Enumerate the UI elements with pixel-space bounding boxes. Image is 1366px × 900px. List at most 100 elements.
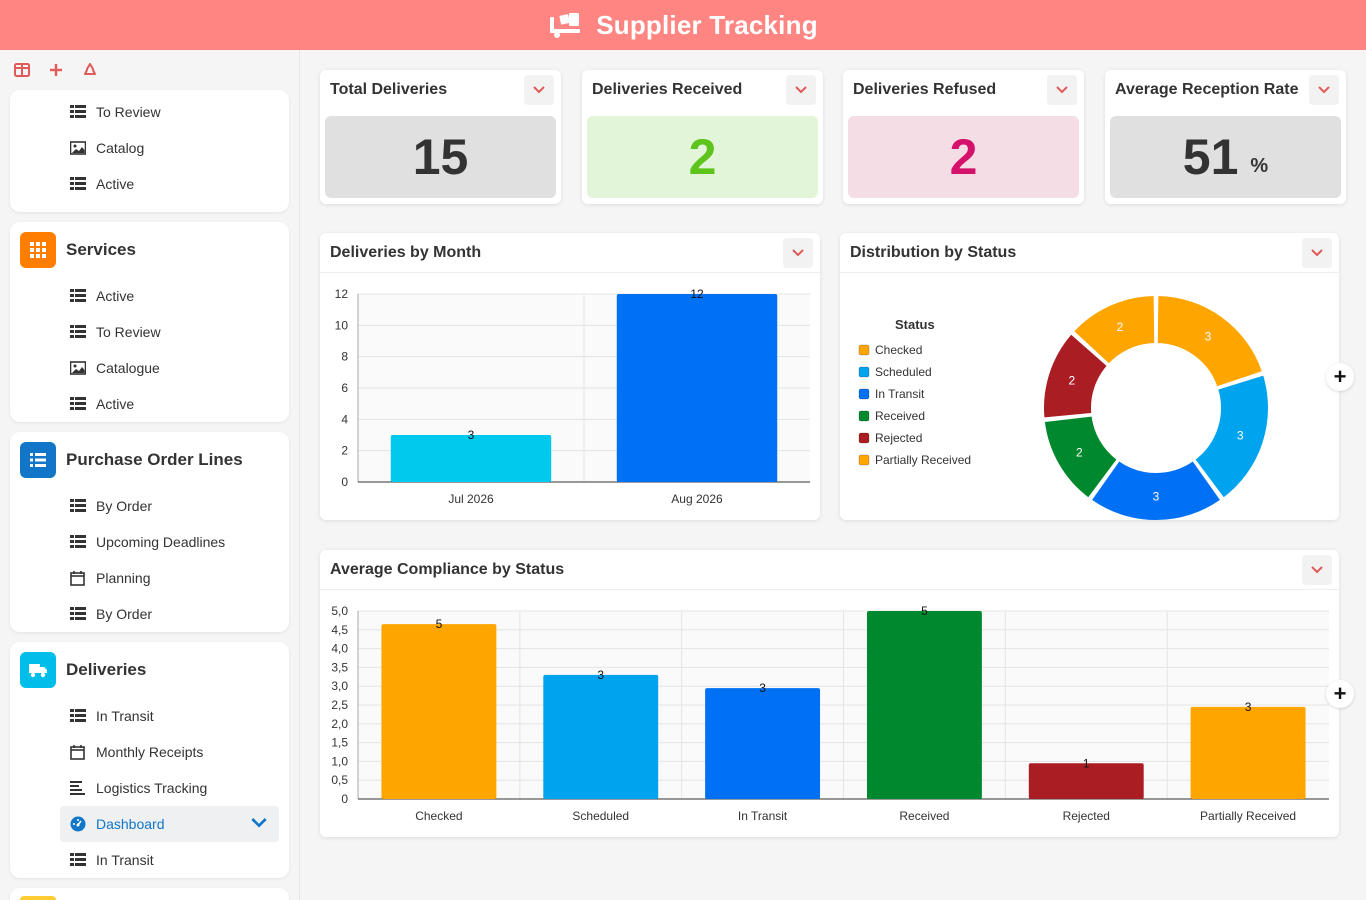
- y-tick-label: 8: [341, 350, 348, 364]
- sidebar-section-deliveries[interactable]: Deliveries: [10, 642, 289, 698]
- kpi-value: 15: [412, 129, 469, 185]
- grid-icon: [20, 232, 56, 268]
- add-icon[interactable]: [46, 60, 66, 80]
- kpi-value: 2: [949, 129, 978, 185]
- data-label: 3: [597, 668, 604, 682]
- sidebar-card-next: [10, 888, 289, 900]
- average-compliance-chart: 0 0,5 1,0 1,5 2,0 2,5 3,0 3,5 4,0 4,5 5,0 5 Checked 3…: [331, 604, 1329, 823]
- legend-swatch: [858, 344, 870, 356]
- panel-title: Distribution by Status: [850, 243, 1017, 261]
- y-tick-label: 4: [341, 412, 348, 426]
- y-tick-label: 3,5: [331, 660, 348, 674]
- section-badge-peek: [20, 896, 56, 900]
- sidebar-item-in-transit[interactable]: In Transit: [10, 698, 289, 734]
- sidebar-item-label: By Order: [96, 498, 153, 514]
- sidebar-item-upcoming-deadlines[interactable]: Upcoming Deadlines: [10, 524, 289, 560]
- legend-label: Partially Received: [875, 453, 971, 467]
- y-tick-label: 0: [341, 792, 348, 806]
- donut-slice: [1155, 293, 1265, 389]
- sidebar-item-catalog[interactable]: Catalog: [10, 130, 289, 166]
- sidebar-item-by-order[interactable]: By Order: [10, 596, 289, 632]
- sidebar-item-active[interactable]: Active: [10, 278, 289, 314]
- donut-slice: [1042, 331, 1110, 420]
- add-widget-button[interactable]: +: [1326, 680, 1354, 708]
- sidebar-section-title: Services: [66, 240, 136, 259]
- kpi-title: Total Deliveries: [330, 81, 448, 98]
- chevron-down-icon[interactable]: [1302, 554, 1332, 585]
- legend-swatch: [858, 410, 870, 422]
- calendar-icon: [70, 571, 85, 586]
- legend-swatch: [858, 454, 870, 466]
- y-tick-label: 5,0: [331, 604, 348, 618]
- layout-icon[interactable]: [12, 60, 32, 80]
- chevron-down-icon[interactable]: [786, 75, 816, 105]
- sidebar-item-label: Logistics Tracking: [96, 780, 208, 796]
- sidebar-item-label: In Transit: [96, 852, 154, 868]
- sidebar-item-to-review[interactable]: To Review: [10, 94, 289, 130]
- sidebar-item-active[interactable]: Active: [10, 386, 289, 422]
- bar: [381, 624, 497, 799]
- sidebar-item-to-review[interactable]: To Review: [10, 314, 289, 350]
- y-tick-label: 2,0: [331, 717, 348, 731]
- app-title: Supplier Tracking: [596, 9, 818, 40]
- sidebar-item-catalogue[interactable]: Catalogue: [10, 350, 289, 386]
- x-tick-label: Received: [899, 809, 949, 823]
- chevron-down-icon[interactable]: [1302, 237, 1332, 268]
- kpi-title: Deliveries Received: [592, 81, 743, 98]
- legend-swatch: [858, 388, 870, 400]
- chevron-down-icon[interactable]: [1047, 75, 1077, 105]
- table-icon: [70, 535, 86, 548]
- sidebar-item-label: To Review: [96, 104, 161, 120]
- bar: [1028, 763, 1144, 799]
- slice-label: 3: [1153, 490, 1160, 504]
- sidebar-card-purchase-order-lines: Purchase Order Lines By Order Upcoming D…: [10, 432, 289, 632]
- recycle-icon[interactable]: [80, 60, 100, 80]
- app-header: Supplier Tracking: [0, 0, 1366, 50]
- slice-label: 2: [1117, 320, 1124, 334]
- kpi-title: Average Reception Rate: [1115, 81, 1299, 98]
- chevron-down-icon[interactable]: [783, 237, 813, 268]
- kpi-value: 51: [1182, 129, 1239, 185]
- legend-label: Rejected: [875, 431, 922, 445]
- sidebar-section-title: Deliveries: [66, 660, 147, 679]
- sidebar-item-planning[interactable]: Planning: [10, 560, 289, 596]
- sidebar-item-by-order[interactable]: By Order: [10, 488, 289, 524]
- y-tick-label: 1,0: [331, 754, 348, 768]
- add-widget-button[interactable]: +: [1326, 363, 1354, 391]
- donut-slice: [1071, 293, 1157, 367]
- sidebar-item-active[interactable]: Active: [10, 166, 289, 202]
- sidebar-item-dashboard[interactable]: Dashboard: [60, 806, 279, 842]
- sidebar-item-label: Catalogue: [96, 360, 160, 376]
- data-label: 5: [921, 604, 928, 618]
- sidebar-section-title: Purchase Order Lines: [66, 450, 243, 469]
- sidebar-item-monthly-receipts[interactable]: Monthly Receipts: [10, 734, 289, 770]
- kpi-value: 2: [688, 129, 717, 185]
- x-tick-label: Aug 2026: [671, 492, 723, 506]
- chevron-down-icon[interactable]: [251, 815, 267, 834]
- legend-swatch: [858, 366, 870, 378]
- table-icon: [70, 853, 86, 866]
- image-icon: [70, 361, 86, 375]
- kpi-value-box: 2: [848, 116, 1079, 198]
- slice-label: 3: [1205, 329, 1212, 343]
- sidebar-section-purchase-order-lines[interactable]: Purchase Order Lines: [10, 432, 289, 488]
- legend-label: Checked: [875, 343, 922, 357]
- y-tick-label: 0,5: [331, 773, 348, 787]
- slice-label: 2: [1076, 445, 1083, 459]
- kpi-average-reception-rate: Average Reception Rate 51 %: [1105, 70, 1346, 204]
- sidebar-item-label: Catalog: [96, 140, 145, 156]
- table-icon: [70, 177, 86, 190]
- sidebar-item-label: Upcoming Deadlines: [96, 534, 226, 550]
- sidebar-section-services[interactable]: Services: [10, 222, 289, 278]
- sidebar-item-in-transit[interactable]: In Transit: [10, 842, 289, 878]
- sidebar-item-logistics-tracking[interactable]: Logistics Tracking: [10, 770, 289, 806]
- chevron-down-icon[interactable]: [1309, 75, 1339, 105]
- sidebar-item-label: Active: [96, 288, 135, 304]
- chevron-down-icon[interactable]: [524, 75, 554, 105]
- sidebar-card-deliveries: Deliveries In Transit Monthly Receipts L…: [10, 642, 289, 878]
- image-icon: [70, 141, 86, 155]
- panel-deliveries-by-month: Deliveries by Month 0 2 4 6 8 10 12 3 Jul 2026 12…: [320, 233, 820, 520]
- kpi-value-box: 2: [587, 116, 818, 198]
- y-tick-label: 0: [341, 475, 348, 489]
- donut-slice: [1042, 414, 1120, 501]
